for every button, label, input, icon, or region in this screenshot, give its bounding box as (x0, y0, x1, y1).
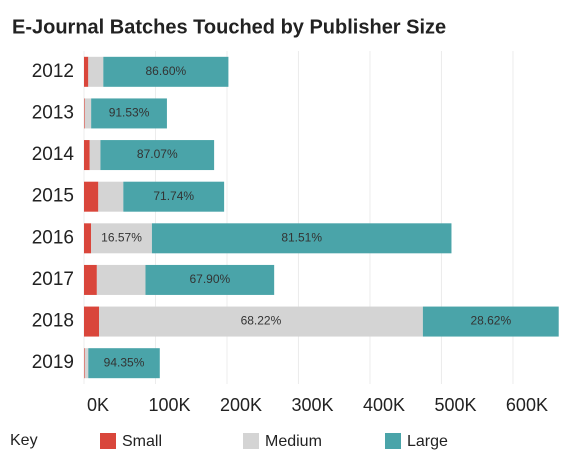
bar-segment (91, 98, 167, 129)
bar-segment (84, 348, 85, 379)
y-tick-label: 2019 (32, 352, 74, 373)
data-label: 91.53% (109, 106, 150, 120)
chart-title: E-Journal Batches Touched by Publisher S… (12, 16, 446, 38)
y-tick-label: 2013 (32, 102, 74, 123)
bar-segment (151, 223, 452, 254)
data-label: 81.51% (281, 230, 322, 244)
data-label: 28.62% (470, 314, 511, 328)
bar-segment (84, 140, 90, 171)
data-label: 71.74% (153, 189, 194, 203)
bar-segment (84, 98, 85, 129)
bar-segment (89, 140, 101, 171)
legend-label: Large (407, 433, 448, 450)
x-tick-label: 600K (506, 395, 548, 415)
legend-label: Medium (265, 433, 322, 450)
bar-segment (91, 223, 152, 254)
bar-segment (84, 306, 100, 337)
legend-swatch (100, 433, 116, 449)
bar-segment (99, 306, 423, 337)
bar-segment (84, 56, 89, 87)
x-tick-label: 0K (87, 395, 109, 415)
y-tick-label: 2018 (32, 311, 74, 332)
bar-segment (103, 56, 229, 87)
data-label: 87.07% (137, 147, 178, 161)
x-tick-label: 500K (434, 395, 476, 415)
bar-segment (145, 264, 275, 295)
data-label: 94.35% (104, 355, 145, 369)
y-tick-label: 2016 (32, 227, 74, 248)
x-tick-label: 200K (220, 395, 262, 415)
bar-segment (84, 223, 92, 254)
bar-segment (98, 181, 124, 212)
y-tick-label: 2012 (32, 61, 74, 82)
legend-title: Key (10, 432, 38, 449)
x-tick-label: 100K (148, 395, 190, 415)
x-tick-label: 300K (291, 395, 333, 415)
y-tick-label: 2017 (32, 269, 74, 290)
data-label: 16.57% (101, 230, 142, 244)
bar-segment (96, 264, 146, 295)
bar-segment (422, 306, 559, 337)
y-tick-label: 2014 (32, 144, 75, 165)
data-label: 86.60% (146, 64, 187, 78)
data-label: 68.22% (241, 314, 282, 328)
legend-label: Small (122, 433, 162, 450)
bar-segment (88, 348, 160, 379)
bar-segment (100, 140, 215, 171)
bar-segment (84, 98, 92, 129)
x-tick-label: 400K (363, 395, 405, 415)
bar-segment (88, 56, 104, 87)
bar-segment (84, 348, 89, 379)
legend-swatch (385, 433, 401, 449)
bar-segment (84, 181, 99, 212)
data-label: 67.90% (189, 272, 230, 286)
bar-segment (123, 181, 225, 212)
bar-segment (84, 264, 97, 295)
legend-swatch (243, 433, 259, 449)
y-tick-label: 2015 (32, 186, 74, 207)
